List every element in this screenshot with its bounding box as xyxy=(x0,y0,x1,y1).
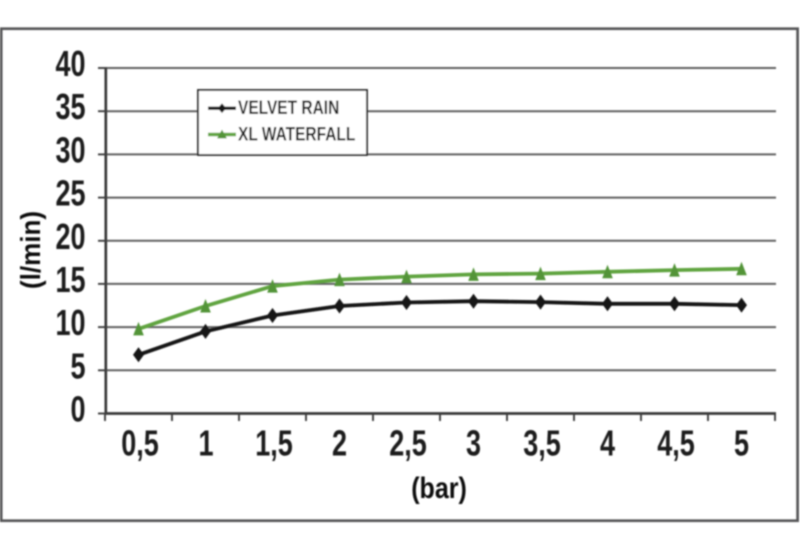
svg-text:(bar): (bar) xyxy=(411,471,467,505)
svg-text:30: 30 xyxy=(55,130,85,171)
svg-text:40: 40 xyxy=(55,43,85,84)
svg-text:XL WATERFALL: XL WATERFALL xyxy=(238,123,356,145)
svg-text:5: 5 xyxy=(734,423,749,464)
svg-text:10: 10 xyxy=(55,302,85,343)
svg-text:35: 35 xyxy=(55,86,85,127)
svg-text:15: 15 xyxy=(55,259,85,300)
svg-text:0,5: 0,5 xyxy=(121,423,159,464)
svg-text:0: 0 xyxy=(70,389,85,430)
svg-text:5: 5 xyxy=(70,346,85,387)
svg-text:2,5: 2,5 xyxy=(389,423,427,464)
svg-text:1: 1 xyxy=(198,423,213,464)
svg-text:VELVET RAIN: VELVET RAIN xyxy=(238,97,339,119)
svg-text:3,5: 3,5 xyxy=(523,423,561,464)
svg-text:3: 3 xyxy=(466,423,481,464)
svg-text:4,5: 4,5 xyxy=(657,423,695,464)
svg-text:4: 4 xyxy=(600,423,615,464)
svg-text:25: 25 xyxy=(55,173,85,214)
svg-text:(l/min): (l/min) xyxy=(15,211,46,289)
svg-text:2: 2 xyxy=(332,423,347,464)
svg-text:1,5: 1,5 xyxy=(255,423,293,464)
svg-text:20: 20 xyxy=(55,216,85,257)
